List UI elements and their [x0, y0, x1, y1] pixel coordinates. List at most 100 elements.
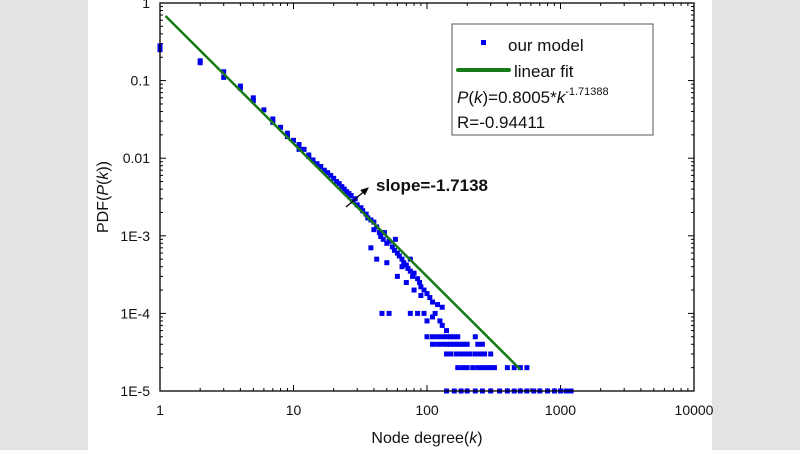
data-point	[386, 310, 392, 316]
data-point	[444, 334, 450, 340]
data-point	[448, 341, 454, 347]
data-point	[407, 268, 413, 274]
data-point	[291, 137, 296, 143]
data-point	[403, 262, 409, 268]
data-point	[306, 154, 312, 160]
data-point	[386, 238, 392, 244]
data-point	[197, 60, 203, 66]
data-point	[296, 142, 302, 148]
data-point	[470, 365, 476, 371]
x-axis-label: Node degree(k)	[371, 430, 482, 447]
x-tick-label: 1	[156, 402, 164, 418]
data-point	[430, 334, 436, 340]
x-tick-label: 10	[286, 402, 302, 418]
data-point	[378, 233, 384, 239]
data-point	[368, 245, 374, 251]
data-point	[301, 146, 307, 152]
data-point	[421, 287, 427, 293]
scatter-points	[157, 43, 574, 394]
data-point	[477, 351, 483, 357]
data-point	[314, 161, 320, 167]
data-point	[461, 341, 467, 347]
data-point	[394, 250, 400, 256]
data-point	[424, 318, 430, 324]
data-point	[444, 328, 450, 334]
data-point	[417, 280, 423, 286]
data-point	[421, 310, 427, 316]
x-tick-label: 1000	[545, 402, 576, 418]
data-point	[472, 351, 478, 357]
data-point	[418, 293, 424, 299]
data-point	[430, 314, 436, 320]
data-point	[405, 265, 411, 271]
legend-r-value: R=-0.94411	[457, 113, 545, 132]
data-point	[310, 157, 316, 163]
data-point	[464, 341, 470, 347]
data-point	[321, 167, 327, 173]
legend-entry-linear-fit: linear fit	[514, 62, 574, 81]
data-point	[435, 302, 441, 308]
data-point	[488, 365, 494, 371]
legend-entry-our-model: our model	[508, 36, 584, 55]
data-point	[435, 334, 441, 340]
data-point	[354, 202, 360, 208]
data-point	[270, 116, 276, 122]
data-point	[430, 341, 436, 347]
data-point	[261, 107, 267, 113]
data-point	[341, 186, 347, 192]
data-point	[448, 334, 454, 340]
y-tick-label: 0.1	[131, 73, 151, 89]
data-point	[484, 365, 490, 371]
data-point	[517, 365, 523, 371]
data-point	[379, 310, 385, 316]
linear-fit-line	[164, 15, 522, 371]
data-point	[331, 175, 337, 181]
data-point	[415, 276, 421, 282]
data-point	[424, 291, 430, 297]
data-point	[472, 334, 478, 340]
y-tick-label: 1E-5	[120, 383, 150, 399]
data-point	[336, 181, 342, 187]
data-point	[437, 318, 443, 324]
data-point	[439, 322, 445, 328]
data-point	[384, 260, 390, 266]
data-point	[250, 95, 256, 101]
data-point	[430, 299, 436, 305]
data-point	[325, 170, 331, 176]
data-point	[318, 164, 324, 170]
data-point	[458, 351, 464, 357]
x-tick-label: 100	[415, 402, 439, 418]
data-point	[396, 253, 402, 259]
data-point	[475, 341, 481, 347]
data-point	[401, 260, 407, 266]
data-point	[278, 124, 284, 130]
data-point	[427, 295, 433, 301]
slope-arrow	[345, 187, 369, 208]
data-point	[435, 341, 441, 347]
data-point	[424, 334, 430, 340]
data-point	[237, 85, 243, 91]
y-axis-label: PDF(P(k))	[95, 161, 112, 233]
y-tick-label: 1	[142, 0, 150, 11]
data-point	[410, 273, 416, 279]
data-point	[475, 365, 481, 371]
data-point	[399, 264, 405, 270]
data-point	[380, 236, 386, 242]
data-point	[444, 351, 450, 357]
data-point	[455, 334, 461, 340]
data-point	[411, 270, 417, 276]
data-point	[464, 365, 470, 371]
data-point	[524, 365, 530, 371]
data-point	[284, 130, 290, 136]
data-point	[389, 244, 395, 250]
data-point	[334, 179, 340, 185]
data-point	[392, 236, 398, 242]
data-point	[488, 351, 494, 357]
data-point	[451, 334, 457, 340]
data-point	[448, 351, 454, 357]
plot-frame	[159, 2, 695, 392]
data-point	[328, 172, 334, 178]
tick-labels: 1 10 100 1000 10000 1 0.1 0.01 1E-3 1E-4 1E-5	[120, 0, 713, 418]
slope-annotation: slope=-1.7138	[376, 176, 488, 195]
